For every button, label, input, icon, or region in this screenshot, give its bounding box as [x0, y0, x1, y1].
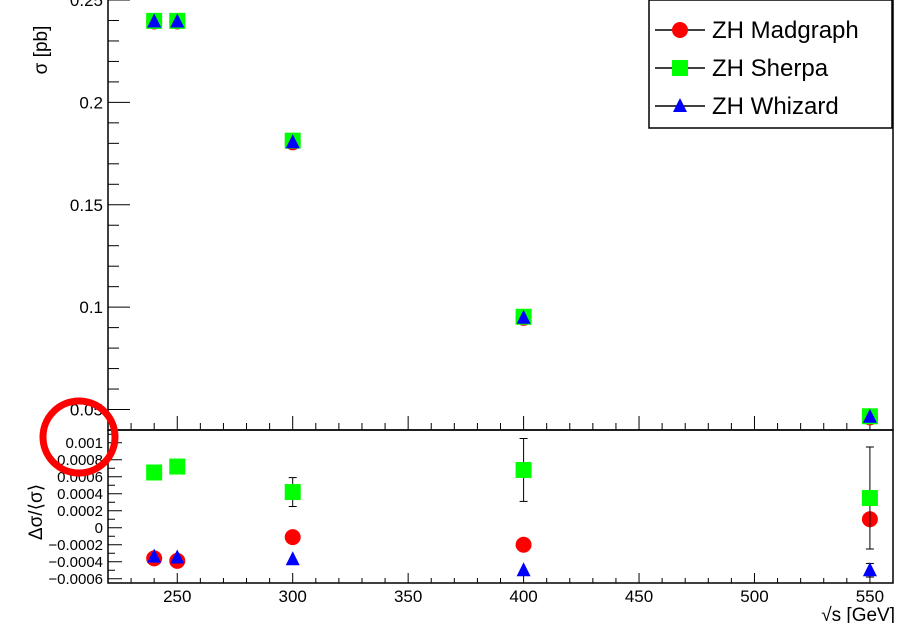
legend-label: ZH Sherpa: [712, 55, 829, 82]
bottom-y-tick-label: 0.0002: [57, 503, 103, 520]
triangle-point-top: [285, 134, 300, 149]
square-point-bottom: [146, 464, 163, 481]
bottom-y-tick-label: 0.001: [65, 435, 103, 452]
triangle-point-bottom: [516, 562, 531, 577]
legend-label: ZH Whizard: [712, 93, 839, 120]
bottom-y-tick-label: −0.0002: [48, 537, 103, 554]
bottom-y-axis-title: Δσ/⟨σ⟩: [26, 484, 47, 540]
top-y-axis-title: σ [pb]: [31, 26, 52, 75]
bottom-y-tick-label: 0: [95, 520, 103, 537]
annotation-circle: [39, 397, 119, 477]
top-y-tick-label: 0.15: [70, 196, 103, 215]
top-y-tick-label: 0.2: [79, 93, 103, 112]
square-point-bottom: [284, 484, 301, 501]
bottom-y-tick-label: −0.0006: [48, 571, 103, 588]
square-point-bottom: [169, 458, 186, 475]
x-tick-label: 450: [625, 587, 653, 606]
legend-marker: [672, 60, 688, 76]
bottom-frame: [107, 429, 894, 584]
triangle-point-bottom: [862, 562, 877, 577]
bottom-y-tick-label: 0.0004: [57, 486, 103, 503]
top-y-tick-label: 0.25: [70, 0, 103, 10]
square-point-bottom: [515, 461, 532, 478]
triangle-point-top: [147, 13, 162, 28]
x-tick-label: 550: [856, 587, 884, 606]
circle-point-bottom: [515, 536, 532, 553]
triangle-point-bottom: [170, 549, 185, 564]
x-tick-label: 250: [163, 587, 191, 606]
bottom-y-tick-label: −0.0004: [48, 554, 103, 571]
x-tick-label: 350: [394, 587, 422, 606]
x-tick-label: 300: [279, 587, 307, 606]
legend-marker: [673, 98, 687, 112]
legend-marker: [672, 22, 688, 38]
triangle-point-bottom: [147, 548, 162, 563]
bottom-y-tick-label: 0.0008: [57, 452, 103, 469]
x-axis-title: √s [GeV]: [821, 605, 895, 623]
triangle-point-top: [862, 408, 877, 423]
relative-difference-panel: 250 300 350 400 450 500 550 −0.0006−0.0004−0.00…: [48, 429, 894, 606]
triangle-point-top: [170, 13, 185, 28]
legend-label: ZH Madgraph: [712, 17, 859, 44]
circle-point-bottom: [284, 529, 301, 546]
square-point-bottom: [861, 490, 878, 506]
x-tick-label: 500: [740, 587, 768, 606]
x-tick-label: 400: [509, 587, 537, 606]
legend: ZH Madgraph ZH Sherpa ZH Whizard: [648, 0, 893, 129]
triangle-point-top: [516, 309, 531, 324]
triangle-point-bottom: [285, 551, 300, 566]
top-y-tick-label: 0.1: [79, 298, 103, 317]
